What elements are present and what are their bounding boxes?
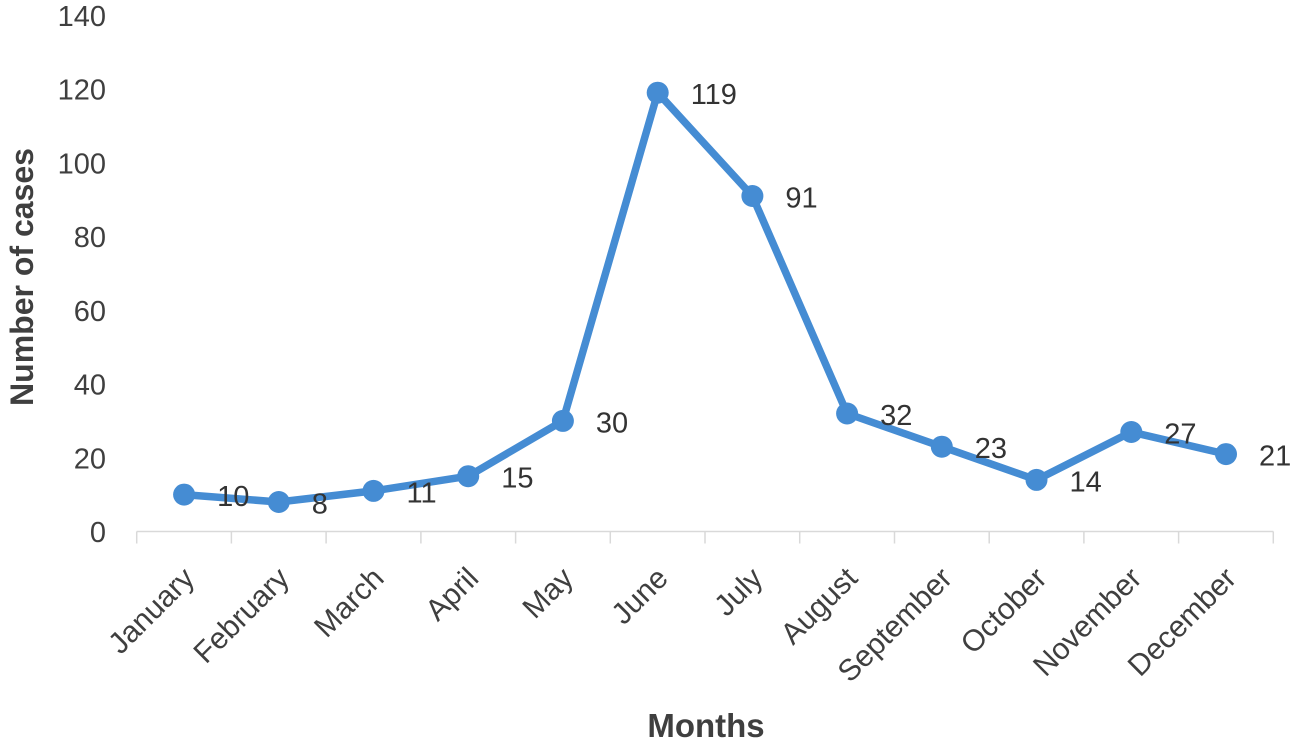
svg-text:8: 8	[312, 489, 328, 521]
svg-text:Number of cases: Number of cases	[4, 148, 40, 406]
svg-text:119: 119	[691, 79, 737, 111]
svg-text:140: 140	[58, 1, 106, 33]
svg-text:May: May	[516, 562, 579, 625]
svg-text:120: 120	[58, 75, 106, 107]
svg-text:15: 15	[501, 463, 533, 495]
svg-text:91: 91	[785, 183, 817, 215]
svg-text:14: 14	[1070, 466, 1102, 498]
svg-text:January: January	[102, 562, 201, 661]
svg-text:100: 100	[58, 148, 106, 180]
svg-text:32: 32	[880, 400, 912, 432]
svg-text:20: 20	[74, 443, 106, 475]
svg-text:0: 0	[90, 517, 106, 549]
svg-text:30: 30	[596, 407, 628, 439]
svg-text:February: February	[188, 562, 296, 670]
svg-text:October: October	[955, 562, 1054, 661]
svg-text:60: 60	[74, 296, 106, 328]
svg-text:August: August	[775, 561, 865, 651]
svg-text:July: July	[708, 562, 769, 623]
svg-text:10: 10	[217, 481, 249, 513]
svg-text:27: 27	[1164, 419, 1196, 451]
svg-text:April: April	[419, 562, 485, 628]
svg-text:11: 11	[407, 477, 437, 509]
svg-text:23: 23	[975, 433, 1007, 465]
svg-text:June: June	[605, 562, 674, 631]
svg-text:40: 40	[74, 370, 106, 402]
svg-text:80: 80	[74, 222, 106, 254]
svg-text:21: 21	[1259, 441, 1291, 473]
svg-text:March: March	[308, 562, 390, 644]
svg-text:Months: Months	[647, 707, 764, 744]
